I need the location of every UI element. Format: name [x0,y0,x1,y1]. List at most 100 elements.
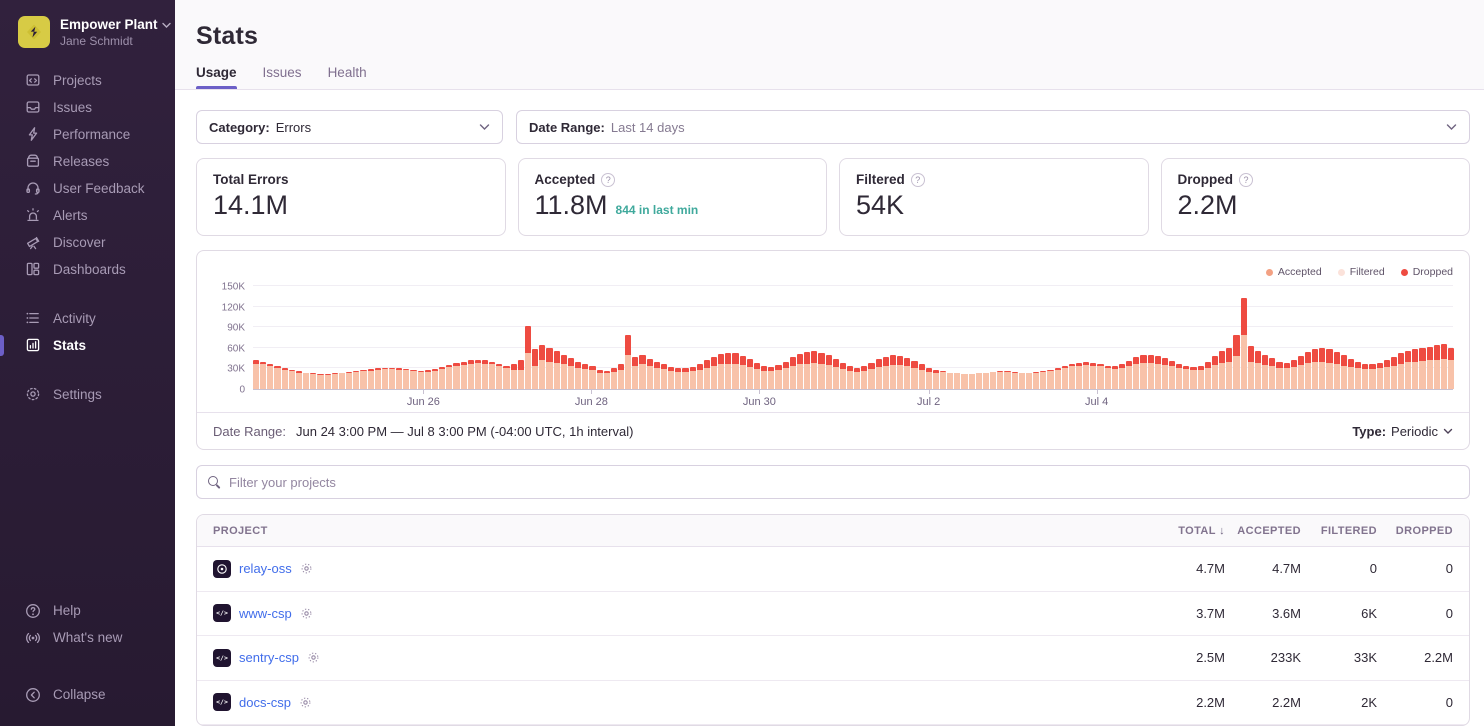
chart-bar [1390,356,1397,389]
column-header-dropped[interactable]: DROPPED [1395,524,1453,537]
gridline [253,326,1453,328]
tab-issues[interactable]: Issues [262,65,302,80]
chart-bar [532,349,539,389]
y-axis-tick: 120K [221,302,245,314]
chart-bar [1061,366,1068,389]
daterange-value: Last 14 days [610,119,685,135]
category-select[interactable]: Category: Errors [196,110,503,144]
project-settings-gear-icon[interactable] [300,607,313,620]
project-link[interactable]: sentry-csp [239,650,299,666]
card-value: 2.2M [1177,190,1238,220]
chart-bar [782,361,789,389]
help-icon[interactable]: ? [1239,172,1253,187]
cell-filtered: 6K [1361,605,1377,621]
help-icon[interactable]: ? [910,172,925,187]
chart-bar [396,368,403,389]
chart-bar [632,357,639,389]
sidebar-item-projects[interactable]: Projects [0,67,175,94]
chart-bar [660,364,668,389]
column-header-total[interactable]: TOTAL ↓ [1178,524,1225,537]
tab-health[interactable]: Health [327,65,367,80]
chart-bar [267,363,274,389]
project-settings-gear-icon[interactable] [300,562,313,575]
legend-item-filtered[interactable]: Filtered [1337,266,1385,278]
chart-bar [639,354,646,389]
chart-bar [474,359,481,389]
chart-type-select[interactable]: Type: Periodic [1352,424,1453,439]
sidebar-item-settings[interactable]: Settings [0,381,175,408]
sidebar-collapse-button[interactable]: Collapse [0,681,175,708]
chart-bar [1047,369,1054,389]
alerts-icon [25,207,41,223]
legend-item-accepted[interactable]: Accepted [1265,266,1322,278]
column-header-accepted[interactable]: ACCEPTED [1237,524,1301,537]
chart-bar [260,361,267,389]
sidebar-item-label: Settings [53,386,102,402]
stat-card-total-errors: Total Errors 14.1M [196,158,506,236]
sidebar-item-stats[interactable]: Stats [0,332,175,359]
sidebar-item-label: Projects [53,72,102,88]
legend-item-dropped[interactable]: Dropped [1400,266,1453,278]
project-settings-gear-icon[interactable] [307,651,320,664]
sidebar-item-performance[interactable]: Performance [0,121,175,148]
chart-bar [424,370,431,389]
sidebar-item-alerts[interactable]: Alerts [0,202,175,229]
chart-bar [811,351,818,389]
chart-bar [897,356,904,389]
table-row-sentry-csp: </> sentry-csp 2.5M 233K 33K 2.2M [197,636,1469,681]
chart-y-axis: 0 30K 60K 90K 120K 150K [213,282,253,396]
chart-bar [1448,347,1455,389]
sidebar-item-dashboards[interactable]: Dashboards [0,256,175,283]
chart-bar [596,369,603,389]
chart-bar [482,360,489,389]
x-axis-tick-mark [423,390,425,394]
chart-bar [524,325,532,389]
org-name: Empower Plant [60,17,171,34]
chart-bar [1147,354,1154,389]
tab-usage[interactable]: Usage [196,65,237,89]
help-icon[interactable]: ? [601,172,616,187]
chart-bar [1297,356,1304,389]
daterange-select[interactable]: Date Range: Last 14 days [516,110,1470,144]
sidebar-item-releases[interactable]: Releases [0,148,175,175]
project-link[interactable]: relay-oss [239,561,292,577]
chart-bar [861,366,868,389]
legend-dot-icon [1265,268,1273,276]
chart-x-axis: Jun 26 Jun 28 Jun 30 Jul 2 Jul 4 [253,390,1453,412]
sidebar-item-help[interactable]: Help [0,597,175,624]
sort-descending-icon: ↓ [1215,524,1225,537]
chart-bar [1004,371,1011,389]
project-link[interactable]: www-csp [239,605,292,621]
chart-bar [1247,346,1254,389]
project-link[interactable]: docs-csp [239,694,292,710]
chart-bar [804,351,811,389]
chart-bar [832,358,839,389]
project-settings-gear-icon[interactable] [299,696,312,709]
column-header-project[interactable]: PROJECT [213,524,268,537]
sidebar-item-activity[interactable]: Activity [0,305,175,332]
sidebar-item-discover[interactable]: Discover [0,229,175,256]
project-filter-input[interactable] [229,474,1458,490]
chart-bar [1226,347,1233,389]
chart-bar [367,369,374,389]
sidebar-item-user-feedback[interactable]: User Feedback [0,175,175,202]
org-switcher[interactable]: Empower Plant Jane Schmidt [0,12,175,63]
chevron-down-icon [479,123,490,131]
column-header-filtered[interactable]: FILTERED [1320,524,1377,537]
sidebar-item-issues[interactable]: Issues [0,94,175,121]
chart-bar [331,373,338,389]
chart-bar [353,371,360,389]
chart-bar [868,362,875,389]
chart-bar [753,362,761,389]
chart-bar [560,354,567,389]
chart-bar [1304,351,1312,389]
x-axis-tick-label: Jun 28 [574,396,608,408]
sidebar-item-label: User Feedback [53,180,145,196]
x-axis-tick-label: Jul 2 [916,396,941,408]
chart-bar [668,367,675,389]
chart-bar [295,371,303,389]
chart-bar [460,361,467,389]
chart-bar [1312,349,1319,389]
sidebar-item-whats-new[interactable]: What's new [0,624,175,651]
